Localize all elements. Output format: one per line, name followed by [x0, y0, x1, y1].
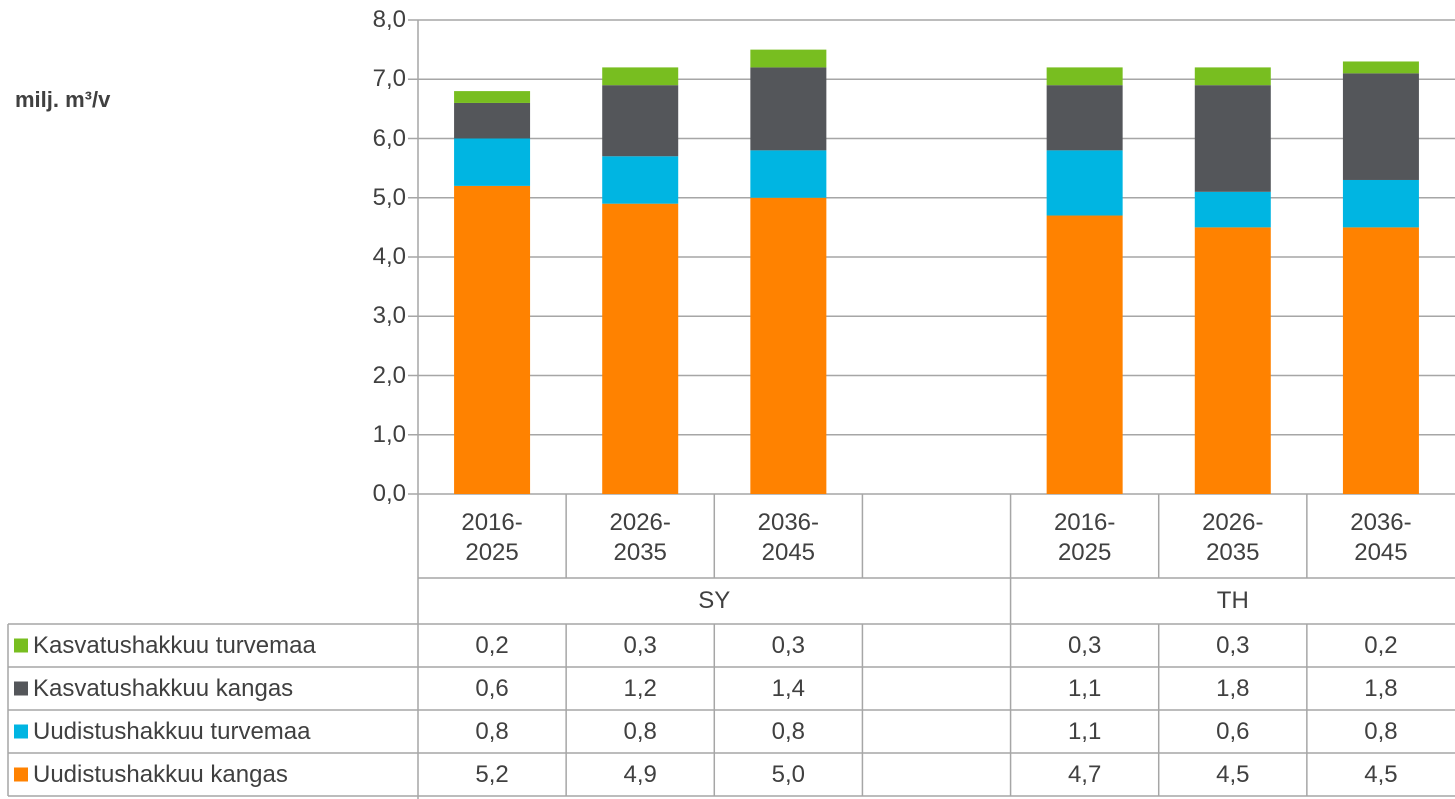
y-tick-label: 2,0: [372, 361, 406, 389]
x-tick-label: 2016-2025: [1053, 509, 1116, 566]
legend-label: Uudistushakkuu kangas: [33, 760, 288, 788]
x-tick-label: 2026-2035: [609, 509, 671, 566]
bar-segment: [1194, 67, 1271, 86]
bar-segment: [602, 67, 679, 86]
group-label: TH: [1216, 587, 1249, 614]
table-value: 4,5: [1364, 760, 1398, 788]
table-value: 5,2: [475, 760, 509, 788]
bar-segment: [1046, 67, 1123, 86]
bar-segment: [1342, 61, 1419, 74]
bar-segment: [1046, 85, 1123, 151]
table-value: 4,5: [1216, 760, 1250, 788]
table-value: 5,0: [771, 760, 806, 788]
bar-segment: [1194, 85, 1271, 192]
bar-segment: [602, 203, 679, 495]
bar-segment: [750, 49, 827, 68]
bar-segment: [1342, 227, 1419, 494]
x-tick-label: 2036-2045: [757, 509, 820, 566]
legend-marker: [14, 638, 28, 653]
table-value: 1,2: [623, 674, 657, 702]
table-value: 0,3: [1216, 631, 1250, 659]
bar-segment: [454, 138, 531, 186]
table-value: 0,3: [623, 631, 657, 659]
table-value: 1,1: [1067, 717, 1102, 745]
bar-segment: [602, 156, 679, 204]
x-tick-label: 2016-2025: [461, 509, 523, 566]
group-label: SY: [698, 587, 731, 614]
bar-segment: [750, 150, 827, 198]
bar-segment: [1194, 191, 1271, 228]
bar-segment: [602, 85, 679, 157]
y-tick-label: 0,0: [372, 480, 406, 507]
table-value: 4,7: [1067, 760, 1102, 788]
bar-segment: [1342, 73, 1419, 180]
bar-segment: [1046, 150, 1123, 216]
x-tick-label: 2026-2035: [1202, 509, 1264, 566]
y-tick-label: 7,0: [372, 65, 406, 93]
table-value: 0,8: [475, 717, 509, 745]
x-tick-label: 2036-2045: [1350, 509, 1412, 566]
legend-label: Kasvatushakkuu turvemaa: [33, 631, 316, 659]
legend-label: Kasvatushakkuu kangas: [33, 674, 294, 702]
legend-marker: [14, 681, 28, 696]
table-value: 0,8: [1364, 717, 1398, 745]
table-value: 1,8: [1216, 674, 1250, 702]
y-tick-label: 5,0: [372, 183, 406, 211]
legend-marker: [14, 724, 28, 739]
table-value: 1,8: [1364, 674, 1398, 702]
bar-segment: [454, 102, 531, 139]
table-value: 0,8: [771, 717, 806, 745]
bar-segment: [1342, 179, 1419, 228]
y-tick-label: 3,0: [372, 302, 406, 330]
y-tick-label: 1,0: [372, 420, 406, 448]
bar-segment: [1046, 215, 1123, 494]
bar-segment: [750, 197, 827, 494]
table-value: 1,1: [1067, 674, 1102, 702]
table-value: 0,3: [1067, 631, 1102, 659]
table-value: 0,8: [623, 717, 657, 745]
table-value: 0,6: [1216, 717, 1250, 745]
table-value: 0,2: [1364, 631, 1398, 659]
legend-label: Uudistushakkuu turvemaa: [33, 717, 311, 745]
bar-segment: [454, 91, 531, 103]
table-value: 0,6: [475, 674, 509, 702]
y-tick-label: 8,0: [372, 6, 406, 33]
bar-segment: [750, 67, 827, 151]
y-tick-label: 4,0: [372, 243, 406, 270]
legend-marker: [14, 767, 28, 782]
bar-segment: [1194, 227, 1271, 494]
y-axis-label: milj. m³/v: [15, 87, 111, 112]
table-value: 0,2: [475, 631, 509, 659]
table-value: 1,4: [771, 674, 806, 702]
table-value: 4,9: [623, 760, 657, 788]
bar-segment: [454, 185, 531, 494]
y-tick-label: 6,0: [372, 124, 406, 152]
table-value: 0,3: [771, 631, 806, 659]
